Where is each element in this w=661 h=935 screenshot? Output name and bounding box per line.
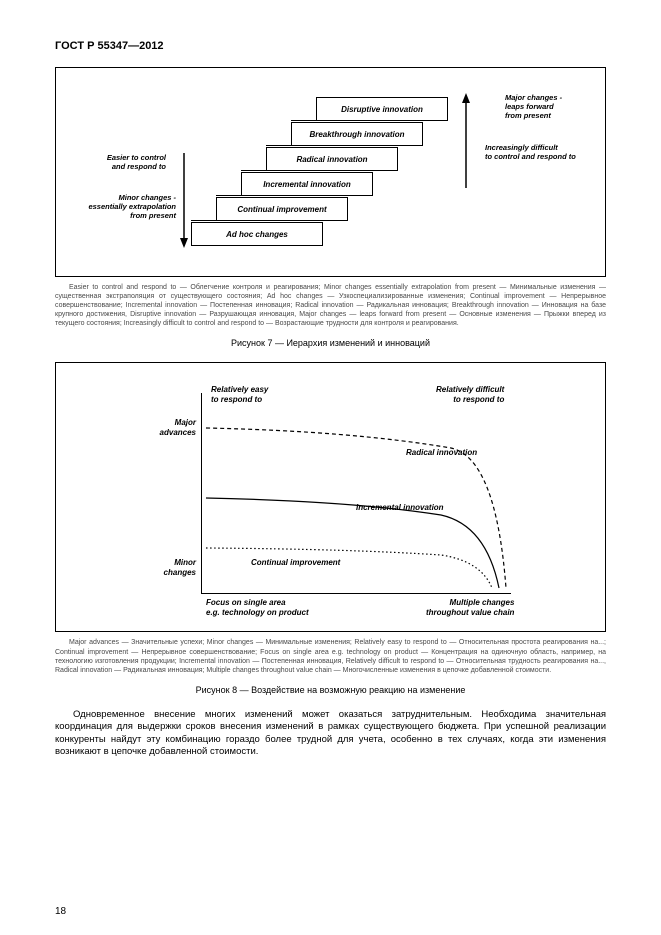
page-number: 18 <box>55 906 66 917</box>
stair-line <box>241 170 266 171</box>
figure-7-frame: Easier to controland respond to Minor ch… <box>55 67 606 277</box>
document-page: ГОСТ Р 55347—2012 Easier to controland r… <box>0 0 661 935</box>
figure-8-title: Рисунок 8 — Воздействие на возможную реа… <box>55 685 606 695</box>
figure-8-frame: Relatively easyto respond to Relatively … <box>55 362 606 632</box>
figure-8-caption: Major advances — Значительные успехи; Mi… <box>55 638 606 674</box>
fig7-label-easier: Easier to controland respond to <box>66 153 166 171</box>
fig7-label-major: Major changes -leaps forwardfrom present <box>505 93 590 120</box>
fig8-curves <box>201 393 521 598</box>
figure-7-caption: Easier to control and respond to — Облег… <box>55 283 606 328</box>
fig8-label-bottom-right: Multiple changesthroughout value chain <box>426 598 514 616</box>
arrow-down-icon <box>179 153 189 248</box>
fig8-label-bottom-left: Focus on single areae.g. technology on p… <box>206 598 309 616</box>
stair-line <box>216 195 241 196</box>
stair-line <box>191 220 216 221</box>
fig8-label-left-bottom: Minorchanges <box>146 558 196 576</box>
stair-line <box>291 120 316 121</box>
stair-step: Radical innovation <box>266 147 398 171</box>
fig8-curve-radical: Radical innovation <box>406 448 477 457</box>
fig8-curve-incremental: Incremental innovation <box>356 503 444 512</box>
fig7-label-increasing: Increasingly difficultto control and res… <box>485 143 590 161</box>
stair-step: Breakthrough innovation <box>291 122 423 146</box>
stair-step: Disruptive innovation <box>316 97 448 121</box>
stair-line <box>266 145 291 146</box>
stair-step: Ad hoc changes <box>191 222 323 246</box>
fig8-label-left-top: Majoradvances <box>146 418 196 436</box>
figure-7-title: Рисунок 7 — Иерархия изменений и инновац… <box>55 338 606 348</box>
document-code: ГОСТ Р 55347—2012 <box>55 40 606 52</box>
stair-step: Incremental innovation <box>241 172 373 196</box>
fig8-curve-continual: Continual improvement <box>251 558 340 567</box>
fig7-label-minor: Minor changes -essentially extrapolation… <box>66 193 176 220</box>
stair-step: Continual improvement <box>216 197 348 221</box>
arrow-up-icon <box>461 93 471 188</box>
body-paragraph: Одновременное внесение многих изменений … <box>55 709 606 758</box>
